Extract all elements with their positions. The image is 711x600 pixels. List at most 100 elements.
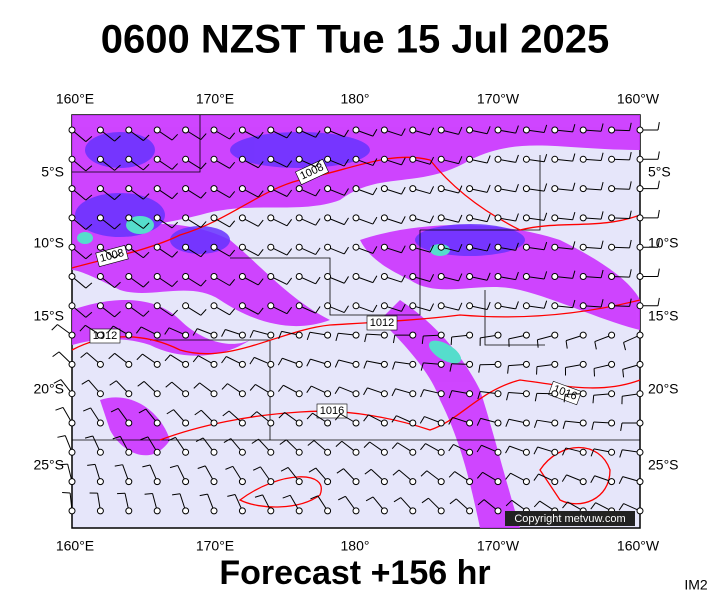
barb-flag: [81, 379, 89, 385]
barb-flag: [600, 269, 604, 278]
barb-station: [437, 302, 445, 310]
barb-flag: [114, 164, 121, 171]
barb-station: [579, 360, 587, 368]
barb-station: [68, 507, 76, 515]
barb-station: [522, 360, 530, 368]
barb-station: [551, 185, 559, 193]
barb-flag: [363, 360, 368, 369]
rain-band: [72, 300, 250, 356]
barb-station: [380, 390, 388, 398]
barb-station: [380, 360, 388, 368]
barb-station: [96, 155, 104, 163]
barb-flag: [391, 415, 397, 423]
barb-flag: [200, 250, 207, 258]
barb-station: [494, 302, 502, 310]
barb-flag: [563, 394, 566, 403]
barb-flag: [448, 444, 454, 452]
barb-flag: [229, 191, 236, 198]
barb-flag: [429, 244, 435, 253]
barb-station: [324, 478, 332, 486]
barb-station: [352, 390, 360, 398]
barb-flag: [429, 303, 435, 311]
barb-flag: [221, 356, 227, 364]
barb-station: [352, 360, 360, 368]
barb-flag: [450, 336, 453, 345]
longitude-label: 180°: [341, 91, 370, 107]
barb-station: [522, 302, 530, 310]
barb-flag: [561, 474, 567, 482]
barb-station: [494, 448, 502, 456]
latitude-label: 10°S: [33, 235, 64, 251]
barb-flag: [372, 246, 378, 254]
barb-station: [125, 419, 133, 427]
longitude-label: 170°E: [196, 538, 234, 554]
barb-flag: [229, 161, 236, 169]
barb-station: [409, 448, 417, 456]
barb-station: [210, 155, 218, 163]
barb-flag: [83, 407, 91, 412]
barb-flag: [110, 407, 119, 413]
barb-station: [96, 507, 104, 515]
barb-flag: [315, 188, 321, 197]
barb-station: [324, 331, 332, 339]
barb-station: [210, 243, 218, 251]
barb-station: [466, 360, 474, 368]
barb-station: [352, 507, 360, 515]
barb-station: [210, 360, 218, 368]
barb-station: [267, 302, 275, 310]
barb-station: [125, 507, 133, 515]
barb-station: [579, 126, 587, 134]
barb-station: [522, 448, 530, 456]
barb-station: [466, 126, 474, 134]
barb-flag: [515, 213, 519, 222]
barb-flag: [223, 438, 232, 443]
barb-flag: [372, 216, 378, 225]
barb-station: [522, 185, 530, 193]
barb-station: [295, 302, 303, 310]
barb-station: [210, 507, 218, 515]
barb-flag: [286, 248, 293, 256]
barb-flag: [458, 126, 463, 135]
barb-flag: [171, 251, 179, 258]
barb-flag: [429, 274, 435, 282]
barb-station: [409, 126, 417, 134]
barb-station: [182, 273, 190, 280]
barb-flag: [565, 340, 568, 349]
barb-flag: [229, 249, 236, 257]
barb-station: [210, 214, 218, 222]
barb-flag: [221, 329, 226, 337]
rain-band: [100, 397, 170, 456]
rain-band: [380, 300, 520, 528]
barb-station: [551, 419, 559, 427]
barb-flag: [222, 410, 230, 417]
barb-flag: [286, 189, 293, 197]
barb-station: [380, 302, 388, 310]
barb-station: [409, 390, 417, 398]
barb-station: [466, 185, 474, 193]
latitude-label: 5°S: [41, 164, 64, 180]
barb-station: [352, 302, 360, 310]
barb-station: [96, 302, 104, 310]
barb-flag: [543, 183, 548, 192]
barb-station: [295, 360, 303, 368]
barb-flag: [143, 251, 150, 259]
barb-flag: [534, 393, 538, 402]
barb-flag: [365, 496, 374, 502]
barb-station: [409, 302, 417, 310]
barb-station: [238, 448, 246, 456]
barb-station: [153, 507, 161, 515]
barb-station: [579, 185, 587, 193]
barb-flag: [229, 220, 236, 228]
boundaries: [72, 115, 640, 441]
barb-station: [437, 390, 445, 398]
barb-flag: [486, 243, 491, 252]
barb-flag: [629, 298, 632, 307]
barb-station: [380, 185, 388, 193]
barb-flag: [623, 342, 627, 351]
barb-station: [96, 214, 104, 222]
longitude-label: 170°W: [477, 91, 520, 107]
barb-station: [324, 360, 332, 368]
barb-station: [352, 273, 360, 280]
barb-flag: [543, 124, 548, 133]
barb-flag: [114, 193, 121, 201]
